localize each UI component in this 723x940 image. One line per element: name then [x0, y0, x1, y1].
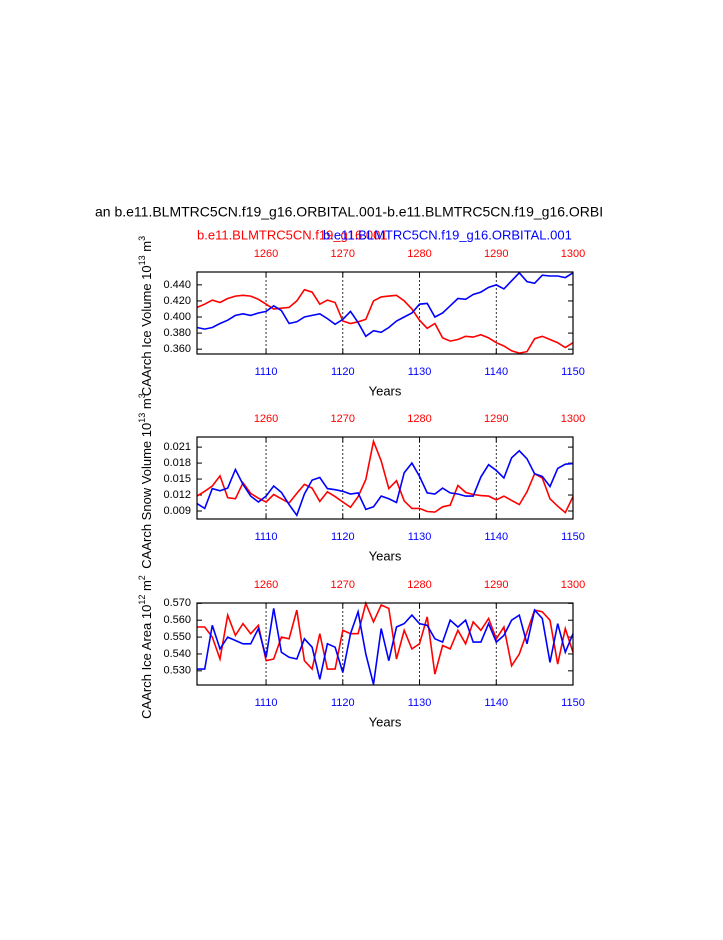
- x-tick-label: 1150: [561, 366, 585, 378]
- y-tick-label: 0.420: [163, 295, 191, 307]
- x-axis-label: Years: [369, 383, 402, 398]
- x2-tick-label: 1260: [254, 248, 278, 260]
- y-axis-label-part: 2: [137, 575, 147, 580]
- y-tick-label: 0.400: [163, 311, 191, 323]
- x2-tick-label: 1300: [561, 413, 585, 425]
- x-tick-label: 1140: [484, 531, 508, 543]
- x-tick-label: 1120: [331, 697, 355, 709]
- x2-tick-label: 1290: [484, 413, 508, 425]
- y-axis-label-part: CAArch Ice Area 10: [139, 605, 154, 719]
- x-tick-label: 1110: [255, 531, 278, 543]
- y-axis-label-part: CAArch Ice Volume 10: [139, 265, 154, 396]
- y-axis-label-part: 3: [137, 236, 147, 241]
- y-tick-label: 0.009: [163, 505, 191, 517]
- y-axis-label-part: m: [139, 241, 154, 255]
- x-tick-label: 1130: [408, 531, 432, 543]
- x2-tick-label: 1260: [254, 413, 278, 425]
- plot-frame: [196, 602, 574, 686]
- y-axis-label: CAArch Ice Volume 1013 m3: [137, 236, 154, 396]
- x-tick-label: 1140: [484, 366, 508, 378]
- x-tick-label: 1140: [484, 697, 508, 709]
- x2-tick-label: 1300: [561, 248, 585, 260]
- chart-title: an b.e11.BLMTRC5CN.f19_g16.ORBITAL.001-b…: [95, 204, 603, 220]
- x-tick-label: 1110: [255, 697, 278, 709]
- plot-frame: [196, 436, 574, 520]
- y-tick-label: 0.015: [163, 473, 191, 485]
- y-axis-label-part: CAArch Snow Volume 10: [139, 423, 154, 569]
- y-tick-label: 0.360: [163, 343, 191, 355]
- plot-frame: [196, 271, 574, 355]
- x-axis-label: Years: [369, 714, 402, 729]
- x-tick-label: 1150: [561, 531, 585, 543]
- y-tick-label: 0.560: [163, 614, 191, 626]
- x-tick-label: 1120: [331, 366, 355, 378]
- x2-tick-label: 1270: [331, 413, 355, 425]
- x2-tick-label: 1280: [407, 413, 431, 425]
- y-tick-label: 0.540: [163, 648, 191, 660]
- legend-label: b.e11.BLMTRC5CN.f19_g16.ORBITAL.001: [323, 227, 572, 242]
- x-tick-label: 1130: [408, 366, 432, 378]
- line-series: [196, 271, 574, 338]
- x2-tick-label: 1270: [331, 579, 355, 591]
- x2-tick-label: 1290: [484, 248, 508, 260]
- y-axis-label-part: m: [139, 398, 154, 412]
- y-axis-label-part: 13: [137, 413, 147, 423]
- y-tick-label: 0.440: [163, 279, 191, 291]
- x2-tick-label: 1300: [561, 579, 585, 591]
- x-tick-label: 1110: [255, 366, 278, 378]
- y-tick-label: 0.018: [163, 457, 191, 469]
- y-axis-label-part: 3: [137, 393, 147, 398]
- line-series: [196, 449, 574, 518]
- x-tick-label: 1130: [408, 697, 432, 709]
- y-tick-label: 0.380: [163, 327, 191, 339]
- y-tick-label: 0.570: [163, 597, 191, 609]
- y-axis-label-part: 13: [137, 255, 147, 265]
- y-axis-label: CAArch Ice Area 1012 m2: [137, 575, 154, 719]
- y-axis-label: CAArch Snow Volume 1013 m3: [137, 393, 154, 568]
- y-axis-label-part: m: [139, 580, 154, 594]
- y-tick-label: 0.530: [163, 665, 191, 677]
- y-tick-label: 0.012: [163, 489, 191, 501]
- line-series: [196, 438, 574, 514]
- line-series: [196, 288, 574, 355]
- y-tick-label: 0.021: [163, 441, 191, 453]
- y-tick-label: 0.550: [163, 631, 191, 643]
- x2-tick-label: 1270: [331, 248, 355, 260]
- x2-tick-label: 1290: [484, 579, 508, 591]
- x2-tick-label: 1280: [407, 248, 431, 260]
- x-tick-label: 1150: [561, 697, 585, 709]
- x2-tick-label: 1280: [407, 579, 431, 591]
- x-tick-label: 1120: [331, 531, 355, 543]
- y-axis-label-part: 12: [137, 595, 147, 605]
- legend-label: b.e11.BLMTRC5CN.f19_g16.001: [197, 227, 388, 242]
- x-axis-label: Years: [369, 548, 402, 563]
- x2-tick-label: 1260: [254, 579, 278, 591]
- line-series: [197, 608, 574, 685]
